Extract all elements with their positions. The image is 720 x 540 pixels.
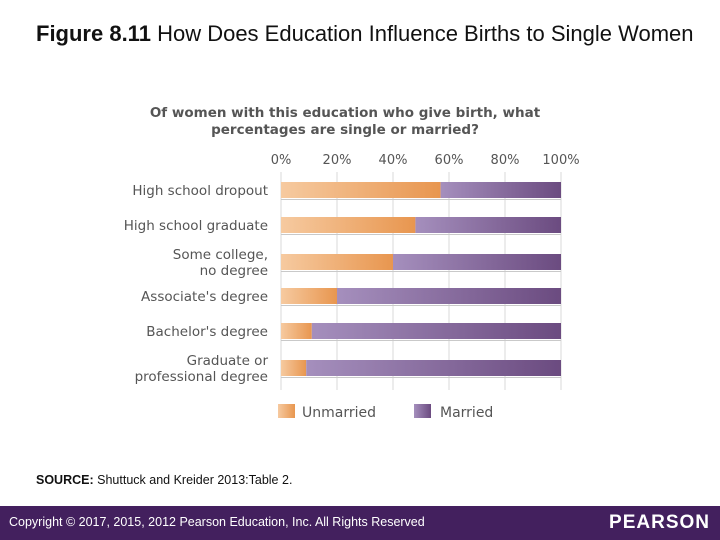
source-note: SOURCE: Shuttuck and Kreider 2013:Table …: [36, 473, 292, 487]
stacked-bar-chart: Of women with this education who give bi…: [124, 105, 580, 421]
figure-title-text: How Does Education Influence Births to S…: [157, 21, 694, 46]
legend-label-unmarried: Unmarried: [302, 405, 376, 421]
bar-unmarried: [281, 182, 441, 198]
chart-bars: [281, 182, 561, 378]
bar-unmarried: [281, 254, 393, 270]
category-label: High school graduate: [124, 218, 268, 234]
bar-married: [311, 323, 561, 339]
chart-title-line: Of women with this education who give bi…: [150, 105, 541, 121]
x-tick-label: 60%: [435, 153, 464, 168]
bar-unmarried: [281, 217, 416, 233]
bar-unmarried: [281, 288, 337, 304]
bar-married: [306, 360, 561, 376]
chart-title-line: percentages are single or married?: [211, 122, 479, 138]
source-text: Shuttuck and Kreider 2013:Table 2.: [97, 473, 293, 487]
figure-number: Figure 8.11: [36, 21, 151, 46]
x-tick-label: 20%: [323, 153, 352, 168]
category-label: Associate's degree: [141, 289, 268, 305]
x-tick-label: 0%: [271, 153, 292, 168]
footer-bar: Copyright © 2017, 2015, 2012 Pearson Edu…: [0, 506, 720, 540]
legend-swatch-unmarried: [278, 404, 295, 418]
bar-married: [415, 217, 561, 233]
bar-married: [393, 254, 561, 270]
category-label: Bachelor's degree: [146, 324, 268, 340]
pearson-logo: PEARSON: [609, 512, 710, 533]
legend-label-married: Married: [440, 405, 493, 421]
copyright-text: Copyright © 2017, 2015, 2012 Pearson Edu…: [9, 515, 425, 529]
category-label: High school dropout: [132, 183, 268, 199]
source-label: SOURCE:: [36, 473, 94, 487]
bar-unmarried: [281, 360, 307, 376]
category-label: professional degree: [135, 369, 268, 385]
category-label: Graduate or: [187, 353, 269, 369]
chart-legend: Unmarried Married: [278, 404, 493, 421]
legend-swatch-married: [414, 404, 431, 418]
x-tick-label: 40%: [379, 153, 408, 168]
x-axis-ticks: 0% 20% 40% 60% 80% 100%: [271, 153, 580, 168]
chart-grid: [280, 172, 562, 390]
bar-married: [337, 288, 561, 304]
x-tick-label: 80%: [491, 153, 520, 168]
bar-married: [440, 182, 561, 198]
bar-unmarried: [281, 323, 312, 339]
chart-title: Of women with this education who give bi…: [150, 105, 541, 138]
category-label: Some college,: [173, 247, 268, 263]
category-labels: High school dropout High school graduate S…: [124, 183, 269, 385]
figure-title: Figure 8.11 How Does Education Influence…: [36, 20, 696, 48]
category-label: no degree: [200, 263, 268, 279]
x-tick-label: 100%: [542, 153, 579, 168]
